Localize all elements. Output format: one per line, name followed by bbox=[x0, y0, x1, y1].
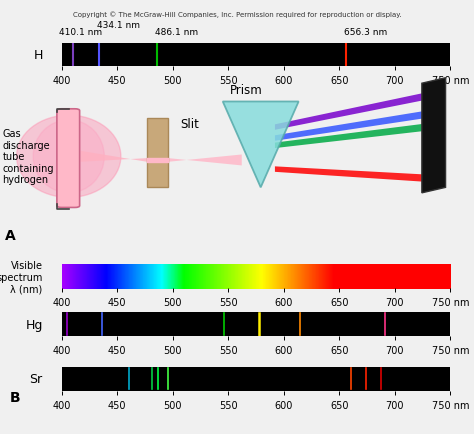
Text: 434.1 nm: 434.1 nm bbox=[97, 21, 140, 30]
Polygon shape bbox=[275, 112, 427, 141]
Text: Gas
discharge
tube
containing
hydrogen: Gas discharge tube containing hydrogen bbox=[2, 129, 54, 185]
Ellipse shape bbox=[17, 116, 121, 198]
Text: H: H bbox=[33, 49, 43, 62]
Text: Prism: Prism bbox=[230, 84, 263, 97]
Text: 656.3 nm: 656.3 nm bbox=[344, 28, 387, 37]
Text: Copyright © The McGraw-Hill Companies, Inc. Permission required for reproduction: Copyright © The McGraw-Hill Companies, I… bbox=[73, 11, 401, 17]
Text: Hg: Hg bbox=[25, 318, 43, 331]
Polygon shape bbox=[275, 167, 427, 182]
Polygon shape bbox=[168, 155, 242, 166]
Polygon shape bbox=[275, 124, 427, 149]
FancyBboxPatch shape bbox=[57, 109, 80, 208]
Polygon shape bbox=[422, 79, 446, 194]
Polygon shape bbox=[223, 102, 299, 188]
FancyBboxPatch shape bbox=[147, 118, 168, 188]
Ellipse shape bbox=[33, 121, 104, 194]
Text: Slit: Slit bbox=[180, 118, 199, 131]
Text: A: A bbox=[5, 229, 16, 243]
Text: 410.1 nm: 410.1 nm bbox=[59, 28, 102, 37]
Polygon shape bbox=[81, 151, 147, 162]
Text: 486.1 nm: 486.1 nm bbox=[155, 28, 198, 37]
Polygon shape bbox=[275, 93, 427, 131]
Text: B: B bbox=[9, 390, 20, 404]
Text: Visible
spectrum
λ (nm): Visible spectrum λ (nm) bbox=[0, 260, 43, 293]
Text: Sr: Sr bbox=[29, 372, 43, 385]
